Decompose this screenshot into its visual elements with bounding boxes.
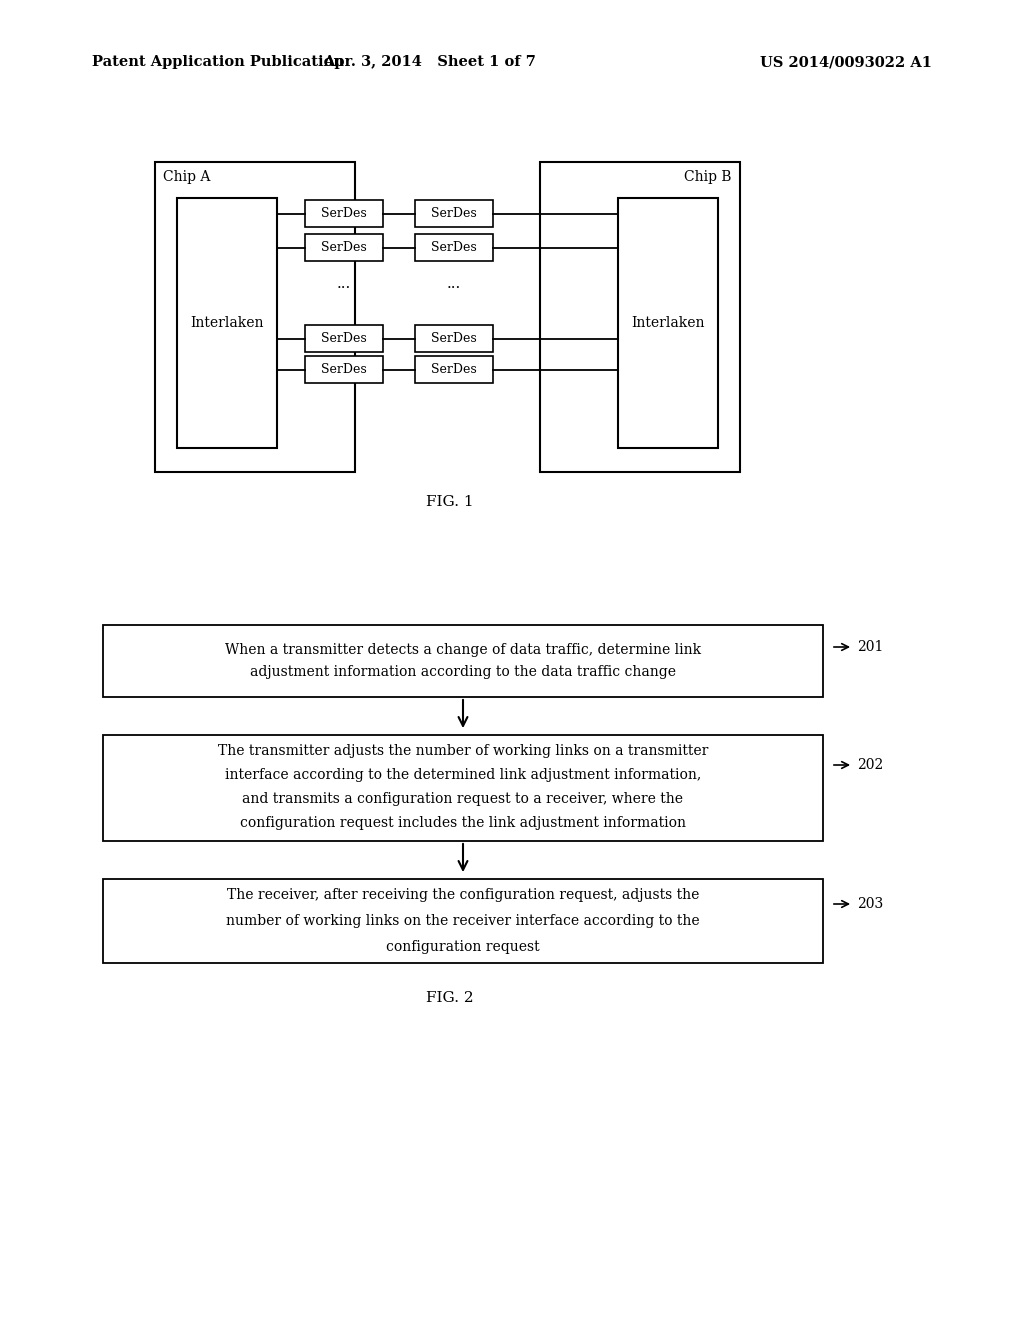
Text: Interlaken: Interlaken xyxy=(631,315,705,330)
Text: SerDes: SerDes xyxy=(322,363,367,376)
Bar xyxy=(618,198,718,447)
Text: US 2014/0093022 A1: US 2014/0093022 A1 xyxy=(760,55,932,69)
Text: Interlaken: Interlaken xyxy=(190,315,264,330)
Text: ...: ... xyxy=(446,277,461,290)
Text: FIG. 2: FIG. 2 xyxy=(426,991,474,1005)
Bar xyxy=(103,624,823,697)
Bar xyxy=(177,198,278,447)
Text: Patent Application Publication: Patent Application Publication xyxy=(92,55,344,69)
Text: ...: ... xyxy=(337,277,351,290)
Text: SerDes: SerDes xyxy=(322,242,367,253)
Text: interface according to the determined link adjustment information,: interface according to the determined li… xyxy=(225,768,701,781)
Text: The receiver, after receiving the configuration request, adjusts the: The receiver, after receiving the config… xyxy=(226,888,699,902)
Bar xyxy=(305,201,383,227)
Text: SerDes: SerDes xyxy=(431,207,477,220)
Text: Apr. 3, 2014   Sheet 1 of 7: Apr. 3, 2014 Sheet 1 of 7 xyxy=(324,55,537,69)
Bar xyxy=(155,162,355,473)
Text: Chip A: Chip A xyxy=(163,170,210,183)
Text: number of working links on the receiver interface according to the: number of working links on the receiver … xyxy=(226,913,699,928)
Bar xyxy=(415,201,493,227)
Bar xyxy=(103,735,823,841)
Bar xyxy=(415,325,493,352)
Text: When a transmitter detects a change of data traffic, determine link: When a transmitter detects a change of d… xyxy=(225,643,701,657)
Text: SerDes: SerDes xyxy=(322,333,367,345)
Bar xyxy=(305,356,383,383)
Text: and transmits a configuration request to a receiver, where the: and transmits a configuration request to… xyxy=(243,792,683,807)
Text: configuration request: configuration request xyxy=(386,940,540,954)
Bar xyxy=(415,234,493,261)
Text: SerDes: SerDes xyxy=(431,333,477,345)
Text: SerDes: SerDes xyxy=(431,242,477,253)
Text: 203: 203 xyxy=(857,898,884,911)
Text: SerDes: SerDes xyxy=(322,207,367,220)
Text: adjustment information according to the data traffic change: adjustment information according to the … xyxy=(250,665,676,678)
Bar xyxy=(540,162,740,473)
Text: 202: 202 xyxy=(857,758,884,772)
Text: FIG. 1: FIG. 1 xyxy=(426,495,474,510)
Text: configuration request includes the link adjustment information: configuration request includes the link … xyxy=(240,816,686,830)
Bar xyxy=(305,234,383,261)
Text: The transmitter adjusts the number of working links on a transmitter: The transmitter adjusts the number of wo… xyxy=(218,744,709,758)
Text: Chip B: Chip B xyxy=(684,170,732,183)
Bar xyxy=(305,325,383,352)
Bar xyxy=(415,356,493,383)
Bar xyxy=(103,879,823,964)
Text: SerDes: SerDes xyxy=(431,363,477,376)
Text: 201: 201 xyxy=(857,640,884,653)
